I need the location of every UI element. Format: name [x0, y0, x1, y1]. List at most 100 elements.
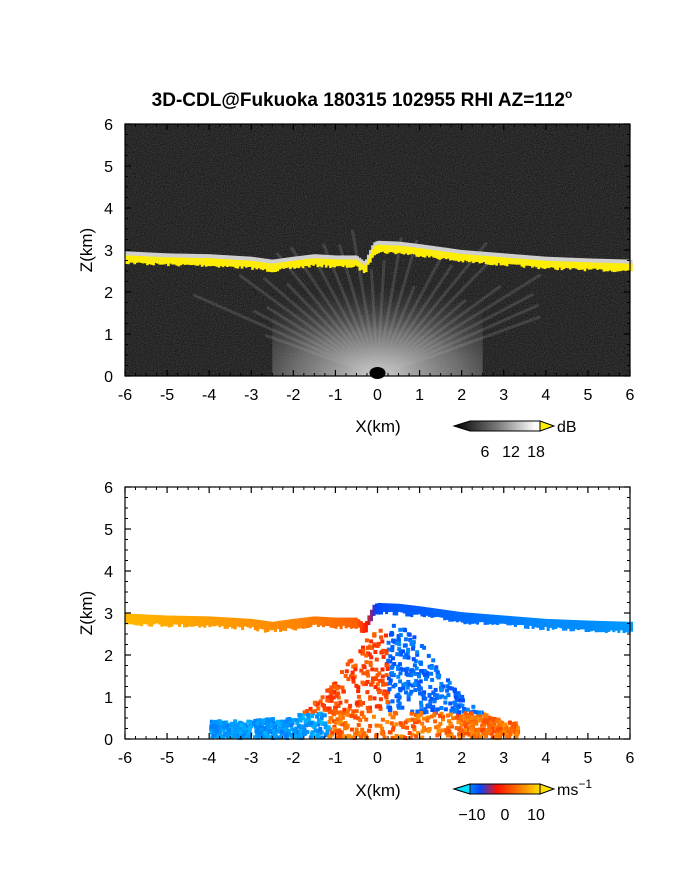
velocity-cell — [449, 686, 454, 691]
strong-echo-mark — [613, 263, 616, 273]
velocity-cell — [263, 731, 268, 736]
velocity-ytick-label: 2 — [104, 648, 113, 665]
velocity-cell — [332, 705, 337, 710]
cloud-base-velocity-cell — [342, 617, 346, 626]
cloud-base-velocity-cell — [599, 620, 603, 633]
velocity-cell — [437, 695, 442, 700]
velocity-cell — [358, 731, 363, 736]
velocity-cell — [335, 710, 340, 715]
strong-echo-mark — [461, 254, 465, 263]
velocity-cell — [334, 693, 339, 698]
strong-echo-mark — [623, 263, 627, 271]
velocity-cell — [422, 673, 427, 678]
velocity-cell — [455, 707, 460, 712]
cloud-base-velocity-cell — [268, 621, 272, 631]
velocity-cell — [284, 727, 289, 732]
backscatter-xtick-label: 4 — [541, 387, 550, 404]
strong-echo-mark — [293, 260, 296, 269]
cloud-base-velocity-cell — [412, 605, 416, 615]
velocity-cell — [329, 685, 334, 690]
strong-echo-mark — [213, 258, 216, 267]
velocity-cell — [353, 667, 358, 672]
velocity-cell — [419, 669, 424, 674]
cloud-base-velocity-cell — [157, 615, 161, 625]
velocity-cell — [407, 731, 412, 736]
velocity-cell — [377, 689, 382, 694]
cloud-base-velocity-cell — [334, 617, 338, 629]
cloud-base-velocity-cell — [170, 615, 174, 627]
cloud-base-velocity-cell — [218, 616, 222, 628]
velocity-cell — [247, 734, 252, 739]
velocity-cell — [345, 662, 350, 667]
velocity-cell — [378, 697, 383, 702]
velocity-cell — [315, 714, 320, 719]
strong-echo-mark — [143, 256, 147, 264]
velocity-cell — [335, 730, 340, 735]
strong-echo-mark — [522, 258, 526, 268]
strong-echo-mark — [516, 258, 519, 265]
cloud-base-velocity-cell — [321, 616, 325, 628]
velocity-cell — [438, 713, 443, 718]
velocity-cell — [516, 726, 521, 731]
velocity-cell — [333, 720, 338, 725]
velocity-cell — [212, 720, 217, 725]
strong-echo-mark — [419, 248, 423, 257]
velocity-cell — [451, 716, 456, 721]
velocity-cell — [362, 731, 367, 736]
velocity-cell — [351, 676, 356, 681]
strong-echo-mark — [493, 256, 496, 265]
velocity-cell — [353, 663, 358, 668]
velocity-cell — [509, 728, 514, 733]
strong-echo-mark — [444, 251, 448, 260]
velocity-cell — [391, 715, 396, 720]
strong-echo-mark — [573, 261, 576, 269]
backscatter-streak — [376, 259, 386, 377]
colorbar-velocity-max-arrow — [539, 783, 556, 795]
cloud-base-velocity-cell — [213, 616, 217, 627]
velocity-cell — [319, 716, 324, 721]
strong-echo-mark — [463, 254, 467, 261]
velocity-cell — [449, 708, 454, 713]
strong-echo-mark — [451, 252, 454, 261]
cloud-base-velocity-cell — [329, 617, 333, 628]
strong-echo-mark — [409, 246, 412, 255]
velocity-cell — [369, 682, 374, 687]
velocity-cell — [409, 689, 414, 694]
velocity-cell — [327, 719, 332, 724]
velocity-cell — [356, 689, 361, 694]
cloud-base-velocity-cell — [347, 617, 351, 628]
strong-echo-mark — [274, 263, 277, 272]
strong-echo-mark — [583, 262, 587, 272]
velocity-cell — [406, 672, 411, 677]
strong-echo-mark — [327, 259, 330, 266]
strong-echo-mark — [251, 260, 254, 270]
velocity-cell — [302, 728, 307, 733]
velocity-cell — [359, 668, 364, 673]
velocity-cell — [370, 667, 375, 672]
strong-echo-mark — [543, 260, 547, 269]
velocity-cell — [397, 642, 402, 647]
velocity-cell — [386, 658, 391, 663]
velocity-cell — [478, 734, 483, 739]
velocity-cell — [432, 713, 437, 718]
backscatter-streak — [376, 246, 448, 377]
velocity-xtick-label: 6 — [626, 750, 635, 767]
velocity-cell — [441, 684, 446, 689]
strong-echo-mark — [453, 252, 456, 261]
strong-echo-mark — [411, 247, 414, 254]
velocity-cell — [401, 686, 406, 691]
strong-echo-mark — [480, 255, 484, 263]
velocity-cell — [500, 732, 505, 737]
velocity-cell — [209, 719, 214, 724]
cloud-base-velocity-cell — [223, 617, 227, 629]
velocity-cell — [386, 647, 391, 652]
velocity-cell — [340, 685, 345, 690]
velocity-cell — [474, 721, 479, 726]
velocity-cell — [458, 698, 463, 703]
velocity-cell — [487, 723, 492, 728]
colorbar-velocity-min-arrow — [452, 783, 471, 795]
cloud-base-velocity-cell — [306, 617, 310, 629]
velocity-cell — [233, 719, 238, 724]
velocity-cell — [333, 681, 338, 686]
strong-echo-mark — [215, 258, 219, 267]
